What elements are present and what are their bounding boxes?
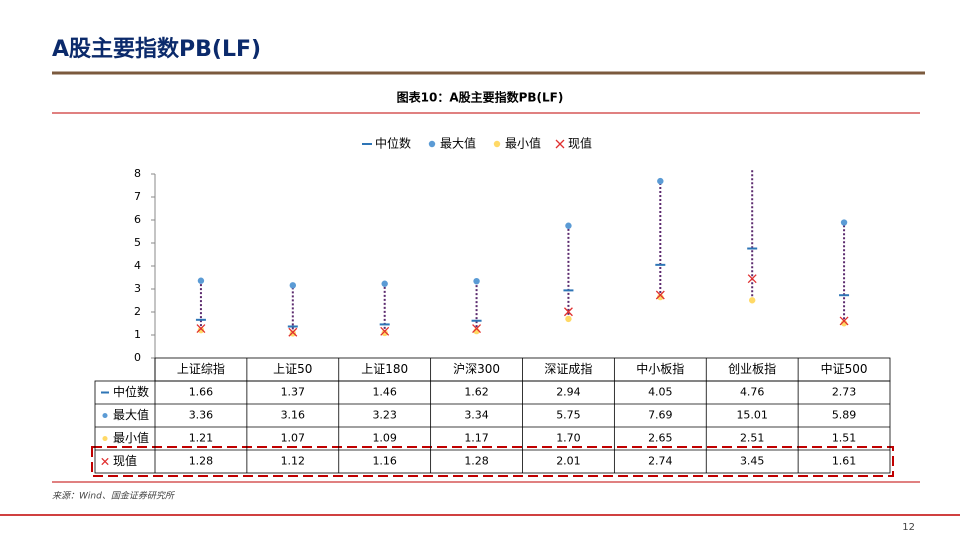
y-tick-label: 6 <box>134 213 141 226</box>
table-cell: 1.21 <box>189 432 214 445</box>
table-cell: 2.73 <box>832 386 857 399</box>
y-tick-label: 2 <box>134 305 141 318</box>
table-cell: 1.61 <box>832 455 857 468</box>
page-number: 12 <box>902 522 915 533</box>
current-mark <box>472 324 482 334</box>
table-cell: 3.36 <box>189 409 214 422</box>
row-marker <box>102 435 108 442</box>
chart-title: 图表10：A股主要指数PB(LF) <box>397 90 564 105</box>
legend-label: 最大值 <box>440 136 476 151</box>
y-tick-label: 4 <box>134 259 141 272</box>
table-cell: 3.34 <box>464 409 489 422</box>
x-tick-label: 上证50 <box>273 362 312 376</box>
row-marker <box>102 412 108 419</box>
row-label: 现值 <box>113 453 137 468</box>
row-label: 最小值 <box>113 430 149 445</box>
table-cell: 1.07 <box>281 432 306 445</box>
x-tick-label: 中小板指 <box>636 361 684 376</box>
highlight-box <box>91 446 894 477</box>
x-tick-label: 深证成指 <box>544 361 592 376</box>
y-tick-label: 8 <box>134 167 141 180</box>
point-mark <box>657 293 664 301</box>
y-tick-label: 5 <box>134 236 141 249</box>
point-mark <box>748 297 756 304</box>
table-cell: 1.51 <box>832 432 857 445</box>
point-mark <box>289 282 297 289</box>
table-cell: 2.74 <box>648 455 673 468</box>
table-cell: 1.46 <box>372 386 397 399</box>
table-cell: 5.75 <box>556 409 581 422</box>
x-tick-label: 创业板指 <box>728 361 776 376</box>
y-tick-label: 3 <box>134 282 141 295</box>
point-mark <box>840 219 848 226</box>
current-mark <box>288 327 298 337</box>
table-cell: 4.05 <box>648 386 673 399</box>
legend-label: 最小值 <box>505 136 541 151</box>
table-cell: 1.28 <box>189 455 214 468</box>
table-cell: 2.65 <box>648 432 673 445</box>
point-mark <box>657 177 664 185</box>
table-cell: 5.89 <box>832 409 857 422</box>
table-cell: 2.51 <box>740 432 765 445</box>
point-mark <box>473 277 480 285</box>
point-mark <box>381 280 388 287</box>
x-tick-label: 中证500 <box>821 361 868 376</box>
legend-label: 现值 <box>568 136 592 151</box>
y-tick-label: 0 <box>134 351 141 364</box>
current-mark <box>563 307 573 317</box>
table-cell: 1.70 <box>556 432 581 445</box>
table-cell: 15.01 <box>736 409 768 422</box>
legend-marker <box>493 140 501 148</box>
point-mark <box>197 277 205 284</box>
row-marker <box>101 457 109 466</box>
table-cell: 1.17 <box>464 432 489 445</box>
table-cell: 1.28 <box>464 455 489 468</box>
current-mark <box>839 316 849 326</box>
page-title: A股主要指数PB(LF) <box>52 36 261 62</box>
row-label: 最大值 <box>113 407 149 422</box>
legend-label: 中位数 <box>375 136 411 151</box>
point-mark <box>381 329 388 337</box>
table-cell: 2.01 <box>556 455 581 468</box>
source: 来源：Wind、国金证券研究所 <box>52 491 176 502</box>
point-mark <box>565 222 572 229</box>
point-mark <box>749 10 755 16</box>
table-cell: 3.16 <box>281 409 306 422</box>
row-label: 中位数 <box>113 384 149 399</box>
point-mark <box>197 326 205 334</box>
legend-marker <box>428 140 436 148</box>
table-cell: 1.09 <box>372 432 397 445</box>
plot-area <box>195 10 850 337</box>
table-cell: 3.23 <box>372 409 397 422</box>
table-cell: 3.45 <box>740 455 765 468</box>
point-mark <box>289 330 297 337</box>
point-mark <box>565 315 572 323</box>
table-cell: 1.16 <box>372 455 397 468</box>
table-cell: 1.66 <box>189 386 214 399</box>
table-cell: 1.62 <box>464 386 489 399</box>
table-cell: 7.69 <box>648 409 673 422</box>
table-cell: 4.76 <box>740 386 765 399</box>
table-cell: 1.12 <box>281 455 306 468</box>
x-tick-label: 上证180 <box>361 362 408 376</box>
x-tick-label: 沪深300 <box>453 362 500 376</box>
y-tick-label: 1 <box>134 328 141 341</box>
current-mark <box>747 274 757 284</box>
x-tick-label: 上证综指 <box>177 361 225 376</box>
current-mark <box>655 290 665 300</box>
y-tick-label: 7 <box>134 190 141 203</box>
current-mark <box>196 324 206 334</box>
current-mark <box>380 326 390 336</box>
table-cell: 2.94 <box>556 386 581 399</box>
table-cell: 1.37 <box>281 386 306 399</box>
legend-marker <box>555 139 565 149</box>
